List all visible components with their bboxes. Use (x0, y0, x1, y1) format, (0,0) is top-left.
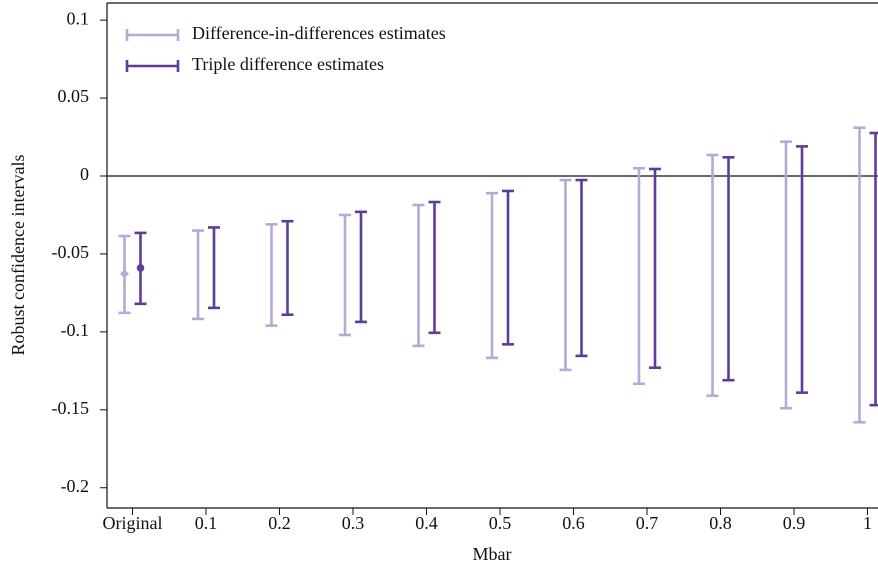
y-tick-label: 0.1 (67, 8, 90, 28)
error-bar (869, 131, 878, 407)
x-tick-label: 0.3 (342, 513, 365, 533)
x-tick-label: Original (103, 513, 163, 533)
error-bar (706, 153, 719, 398)
error-bar (355, 210, 367, 324)
error-bar (339, 213, 351, 337)
error-bar (486, 191, 498, 360)
error-bar (722, 156, 735, 382)
point-estimate (120, 269, 129, 279)
error-bar (559, 178, 572, 372)
x-tick-label: 1 (863, 513, 872, 533)
error-bar (780, 140, 792, 410)
y-tick-label: 0 (80, 164, 89, 184)
y-tick-label: -0.05 (52, 242, 90, 262)
y-tick-label: -0.15 (52, 398, 90, 418)
x-tick-label: 0.8 (709, 513, 732, 533)
y-tick-label: -0.2 (61, 476, 90, 496)
error-bar (853, 126, 866, 424)
error-bar (633, 166, 645, 386)
error-bar (502, 189, 514, 346)
error-bar (265, 223, 278, 327)
y-axis-title: Robust confidence intervals (8, 155, 28, 356)
error-bar (649, 167, 661, 370)
error-bar (208, 226, 220, 310)
error-bar (281, 219, 294, 317)
x-tick-label: 0.2 (268, 513, 291, 533)
error-bar (575, 178, 588, 358)
x-tick-label: 0.5 (489, 513, 512, 533)
y-tick-label: 0.05 (58, 86, 90, 106)
x-axis-title: Mbar (473, 544, 512, 564)
error-bar (192, 229, 204, 321)
x-tick-label: 0.7 (636, 513, 659, 533)
x-tick-label: 0.4 (415, 513, 438, 533)
x-tick-label: 0.9 (783, 513, 806, 533)
x-tick-label: 0.1 (195, 513, 218, 533)
error-bar (428, 200, 441, 335)
error-bar (412, 203, 425, 348)
y-tick-label: -0.1 (61, 320, 90, 340)
point-estimate (136, 264, 145, 272)
legend-label: Triple difference estimates (192, 54, 384, 74)
x-tick-label: 0.6 (562, 513, 585, 533)
error-bar (796, 145, 808, 394)
legend-label: Difference-in-differences estimates (192, 23, 446, 43)
